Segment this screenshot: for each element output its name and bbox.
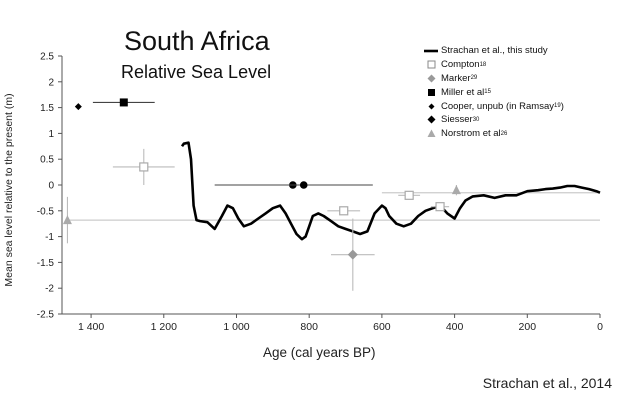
x-tick-label: 0 xyxy=(597,321,603,333)
y-tick-label: 1 xyxy=(48,129,54,140)
x-tick-label: 1 400 xyxy=(78,321,104,333)
marker-point xyxy=(347,249,358,260)
legend-entry: Marker 29 xyxy=(424,72,564,86)
source-credit: Strachan et al., 2014 xyxy=(482,375,612,391)
x-axis-label: Age (cal years BP) xyxy=(263,345,376,360)
y-tick-label: 0.5 xyxy=(40,155,54,166)
y-tick-label: 2.5 xyxy=(40,52,54,63)
compton-point xyxy=(339,206,349,216)
y-tick-label: -2.5 xyxy=(37,310,55,321)
legend-reference-number: 19 xyxy=(554,103,561,110)
legend-reference-number: 26 xyxy=(500,130,508,137)
y-tick-label: 0 xyxy=(48,181,54,192)
x-tick-label: 1 000 xyxy=(223,321,249,333)
x-tick-label: 200 xyxy=(519,321,537,333)
legend-entry: Miller et al 15 xyxy=(424,85,564,99)
y-axis-label: Mean sea level relative to the present (… xyxy=(3,93,15,287)
legend-symbol-icon xyxy=(424,47,438,55)
legend-entry: Cooper, unpub (in Ramsay 19) xyxy=(424,99,564,113)
legend-label: Strachan et al., this study xyxy=(441,45,548,57)
cooper-point xyxy=(74,103,82,111)
legend-label: Marker xyxy=(441,72,471,84)
compton-point xyxy=(139,162,149,172)
y-tick-label: -0.5 xyxy=(37,206,55,217)
x-tick-label: 600 xyxy=(373,321,391,333)
legend-reference-number: 30 xyxy=(472,116,480,123)
legend-reference-number: 29 xyxy=(470,75,478,82)
legend-entry: Siesser 30 xyxy=(424,113,564,127)
y-tick-label: 1.5 xyxy=(40,103,54,114)
legend-symbol-icon xyxy=(424,129,438,138)
legend-label: Siesser xyxy=(441,114,473,126)
legend-reference-number: 15 xyxy=(484,89,491,96)
y-tick-label: -1.5 xyxy=(37,258,55,269)
legend-close-paren: ) xyxy=(560,100,564,112)
legend-entry: Strachan et al., this study xyxy=(424,44,564,58)
legend-label: Compton xyxy=(441,59,480,71)
x-tick-label: 800 xyxy=(300,321,318,333)
norstrom-point xyxy=(451,185,461,195)
legend-symbol-icon xyxy=(424,115,438,124)
siesser-point xyxy=(299,181,308,189)
y-tick-label: -1 xyxy=(45,232,54,243)
compton-point xyxy=(404,190,414,200)
legend-entry: Norstrom et al 26 xyxy=(424,127,564,141)
strachan-curve xyxy=(180,141,601,241)
legend-entry: Compton 18 xyxy=(424,58,564,72)
y-tick-label: -2 xyxy=(45,284,54,295)
miller-point xyxy=(119,98,128,107)
chart-title: South Africa xyxy=(124,26,270,56)
legend-symbol-icon xyxy=(424,74,438,83)
legend-label: Miller et al xyxy=(441,86,485,98)
legend-symbol-icon xyxy=(424,60,438,69)
legend-reference-number: 18 xyxy=(479,61,487,68)
compton-point xyxy=(435,202,445,212)
legend: Strachan et al., this study Compton 18 Mark… xyxy=(424,44,564,141)
legend-label: Cooper, unpub (in Ramsay xyxy=(441,100,555,112)
y-tick-label: 2 xyxy=(48,77,54,88)
legend-label: Norstrom et al xyxy=(441,128,501,140)
legend-symbol-icon xyxy=(424,102,438,111)
norstrom-point xyxy=(62,215,72,225)
legend-symbol-icon xyxy=(424,88,438,97)
x-tick-label: 1 200 xyxy=(151,321,177,333)
x-tick-label: 400 xyxy=(446,321,464,333)
chart-subtitle: Relative Sea Level xyxy=(121,62,272,82)
